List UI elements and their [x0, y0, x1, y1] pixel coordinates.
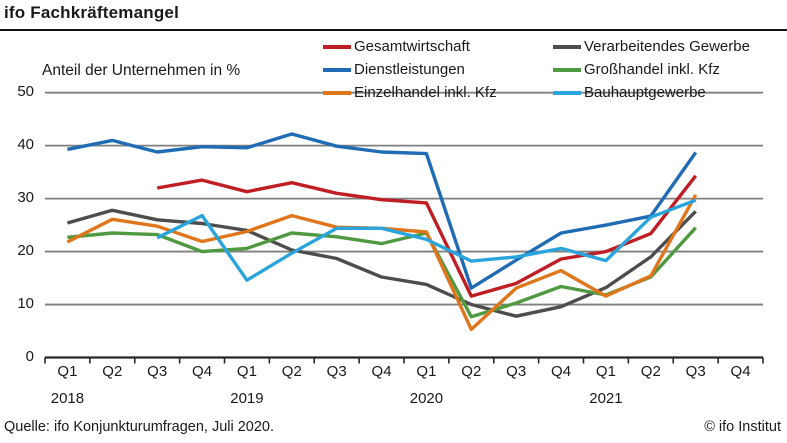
x-tick-label-9: Q2	[461, 363, 482, 380]
x-tick-label-5: Q2	[281, 363, 302, 380]
x-tick-label-11: Q4	[551, 363, 572, 380]
x-tick-label-7: Q4	[371, 363, 392, 380]
legend-item-bauhauptgewerbe: Bauhauptgewerbe	[553, 81, 750, 104]
y-tick-label-50: 50	[17, 82, 34, 100]
legend-label-bauhauptgewerbe: Bauhauptgewerbe	[584, 84, 706, 101]
x-tick-label-15: Q4	[730, 363, 751, 380]
y-tick-label-40: 40	[17, 135, 34, 153]
legend: Gesamtwirtschaft Dienstleistungen Einzel…	[323, 35, 750, 104]
legend-item-gesamtwirtschaft: Gesamtwirtschaft	[323, 35, 553, 58]
legend-line-swatch-grosshandel	[553, 67, 581, 72]
legend-label-verarbeitendes-gewerbe: Verarbeitendes Gewerbe	[584, 38, 750, 55]
y-tick-label-10: 10	[17, 294, 34, 312]
x-tick-label-12: Q1	[595, 363, 616, 380]
legend-label-dienstleistungen: Dienstleistungen	[354, 61, 465, 78]
legend-label-gesamtwirtschaft: Gesamtwirtschaft	[354, 38, 470, 55]
x-tick-label-14: Q3	[685, 363, 706, 380]
x-tick-label-3: Q4	[192, 363, 213, 380]
legend-item-dienstleistungen: Dienstleistungen	[323, 58, 553, 81]
series-line-bauhauptgewerbe	[156, 198, 697, 282]
source-note: Quelle: ifo Konjunkturumfragen, Juli 202…	[4, 419, 275, 435]
legend-column-2: Verarbeitendes Gewerbe Großhandel inkl. …	[553, 35, 750, 104]
x-tick-label-0: Q1	[57, 363, 78, 380]
legend-column-1: Gesamtwirtschaft Dienstleistungen Einzel…	[323, 35, 553, 104]
y-tick-label-0: 0	[25, 347, 34, 365]
series-line-gesamtwirtschaft	[156, 174, 698, 298]
series-line-gro-handel-inkl-kfz	[67, 226, 697, 319]
year-label-2019: 2019	[230, 390, 264, 407]
axis-unit-label: Anteil der Unternehmen in %	[42, 62, 241, 79]
legend-item-verarbeitendes-gewerbe: Verarbeitendes Gewerbe	[553, 35, 750, 58]
x-tick-label-6: Q3	[326, 363, 347, 380]
legend-line-swatch-einzelhandel	[323, 90, 351, 95]
series-line-dienstleistungen	[67, 132, 698, 290]
series-line-einzelhandel-inkl-kfz	[66, 194, 698, 332]
series-line-verarbeitendes-gewerbe	[66, 208, 697, 318]
title-divider	[0, 29, 787, 31]
legend-item-einzelhandel: Einzelhandel inkl. Kfz	[323, 81, 553, 104]
x-tick-label-4: Q1	[236, 363, 257, 380]
chart-title: ifo Fachkräftemangel	[4, 3, 179, 22]
x-tick-label-1: Q2	[102, 363, 123, 380]
legend-line-swatch-bauhauptgewerbe	[553, 90, 581, 95]
legend-label-grosshandel: Großhandel inkl. Kfz	[584, 61, 720, 78]
copyright-note: © ifo Institut	[704, 419, 781, 435]
legend-label-einzelhandel: Einzelhandel inkl. Kfz	[354, 84, 497, 101]
x-tick-label-13: Q2	[640, 363, 661, 380]
legend-item-grosshandel: Großhandel inkl. Kfz	[553, 58, 750, 81]
x-tick-label-2: Q3	[147, 363, 168, 380]
year-label-2021: 2021	[589, 390, 623, 407]
y-tick-label-20: 20	[17, 241, 34, 259]
legend-line-swatch-verarbeitendes-gewerbe	[553, 44, 581, 49]
legend-line-swatch-gesamtwirtschaft	[323, 44, 351, 49]
year-label-2018: 2018	[50, 390, 85, 407]
legend-line-swatch-dienstleistungen	[323, 67, 351, 72]
y-tick-label-30: 30	[17, 188, 34, 206]
year-label-2020: 2020	[409, 390, 444, 407]
x-tick-label-10: Q3	[506, 363, 527, 380]
x-tick-label-8: Q1	[416, 363, 437, 380]
